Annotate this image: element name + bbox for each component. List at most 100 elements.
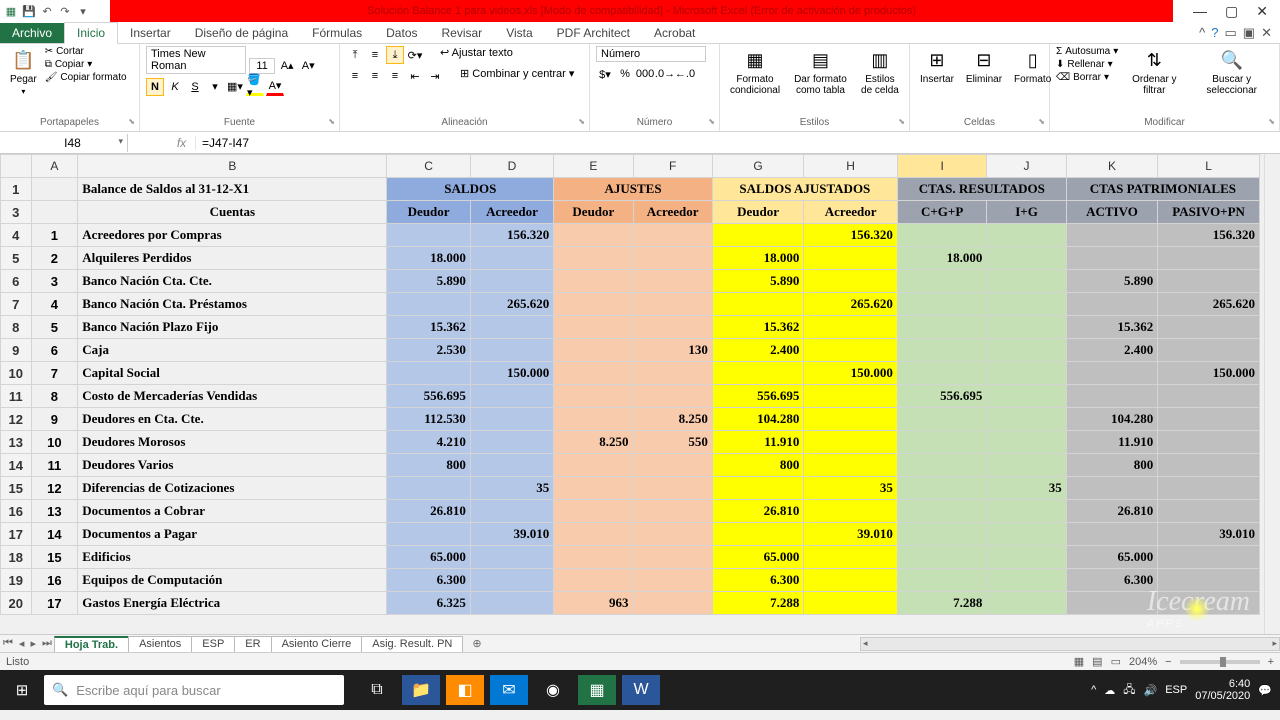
cell[interactable]: Documentos a Pagar	[78, 523, 387, 546]
cell[interactable]: 6.300	[712, 569, 804, 592]
row-header[interactable]: 8	[1, 316, 32, 339]
cell[interactable]	[633, 477, 712, 500]
sheet-tab[interactable]: ESP	[191, 636, 235, 652]
cell[interactable]: CTAS PATRIMONIALES	[1066, 178, 1259, 201]
italic-button[interactable]: K	[166, 78, 184, 96]
cell[interactable]	[987, 293, 1066, 316]
mail-icon[interactable]: ✉	[490, 675, 528, 705]
cell[interactable]: 11	[31, 454, 78, 477]
cell[interactable]	[897, 500, 986, 523]
row-header[interactable]: 3	[1, 201, 32, 224]
view-layout-icon[interactable]: ▤	[1092, 655, 1102, 668]
tray-lang[interactable]: ESP	[1165, 684, 1187, 696]
cell[interactable]	[633, 500, 712, 523]
tab-nav-next-icon[interactable]: ▸	[27, 637, 39, 650]
cell[interactable]: Deudores en Cta. Cte.	[78, 408, 387, 431]
tab-fórmulas[interactable]: Fórmulas	[300, 23, 374, 43]
align-center-icon[interactable]: ≡	[366, 67, 384, 85]
cell[interactable]: 8.250	[633, 408, 712, 431]
cell[interactable]	[804, 592, 898, 615]
cell[interactable]	[554, 293, 633, 316]
sheet-tab[interactable]: ER	[234, 636, 271, 652]
borders-icon[interactable]: ▦▾	[226, 78, 244, 96]
pegar-button[interactable]: 📋 Pegar ▾	[6, 46, 41, 98]
cell[interactable]	[1158, 270, 1260, 293]
app-orange-icon[interactable]: ◧	[446, 675, 484, 705]
cell[interactable]: 14	[31, 523, 78, 546]
cell[interactable]	[470, 339, 553, 362]
cell[interactable]	[987, 500, 1066, 523]
row-header[interactable]: 16	[1, 500, 32, 523]
tab-vista[interactable]: Vista	[494, 23, 544, 43]
underline-button[interactable]: S	[186, 78, 204, 96]
cell[interactable]	[987, 362, 1066, 385]
cell[interactable]	[897, 224, 986, 247]
cell[interactable]	[1158, 339, 1260, 362]
cell[interactable]: Diferencias de Cotizaciones	[78, 477, 387, 500]
insertar-button[interactable]: ⊞Insertar	[916, 46, 958, 87]
buscar-seleccionar-button[interactable]: 🔍Buscar y seleccionar	[1190, 46, 1273, 98]
thousands-icon[interactable]: 000	[636, 65, 654, 83]
name-box[interactable]: I48	[28, 134, 128, 152]
cell[interactable]: 3	[31, 270, 78, 293]
cell[interactable]: 5.890	[387, 270, 470, 293]
row-header[interactable]: 5	[1, 247, 32, 270]
row-header[interactable]: 9	[1, 339, 32, 362]
cell[interactable]	[897, 270, 986, 293]
cell[interactable]: Cuentas	[78, 201, 387, 224]
col-header[interactable]: E	[554, 155, 633, 178]
align-right-icon[interactable]: ≡	[386, 67, 404, 85]
cell[interactable]: 9	[31, 408, 78, 431]
cell[interactable]: 150.000	[1158, 362, 1260, 385]
redo-icon[interactable]: ↷	[58, 4, 72, 18]
ribbon-min2-icon[interactable]: ▭	[1225, 25, 1237, 41]
cell[interactable]: 15	[31, 546, 78, 569]
cell[interactable]	[804, 385, 898, 408]
cell[interactable]	[387, 224, 470, 247]
cell[interactable]	[1066, 523, 1158, 546]
cell[interactable]: Banco Nación Plazo Fijo	[78, 316, 387, 339]
cell[interactable]	[804, 316, 898, 339]
row-header[interactable]: 17	[1, 523, 32, 546]
cell[interactable]: 15.362	[712, 316, 804, 339]
cell[interactable]	[1158, 500, 1260, 523]
excel-taskbar-icon[interactable]: ▦	[578, 675, 616, 705]
cell[interactable]	[387, 293, 470, 316]
cell[interactable]: 17	[31, 592, 78, 615]
tab-insertar[interactable]: Insertar	[118, 23, 183, 43]
tray-vol-icon[interactable]: 🔊	[1144, 684, 1158, 697]
title-cell[interactable]: Balance de Saldos al 31-12-X1	[78, 178, 387, 201]
orientation-icon[interactable]: ⟳▾	[406, 46, 424, 64]
cell[interactable]	[1158, 247, 1260, 270]
cell[interactable]: 800	[1066, 454, 1158, 477]
cell[interactable]	[554, 224, 633, 247]
col-header[interactable]: G	[712, 155, 804, 178]
autosuma-button[interactable]: Σ Autosuma ▾	[1056, 46, 1118, 57]
maximize-icon[interactable]: ▢	[1225, 3, 1238, 20]
cell[interactable]	[987, 270, 1066, 293]
align-bot-icon[interactable]: ⤓	[386, 46, 404, 64]
row-header[interactable]: 12	[1, 408, 32, 431]
tab-diseño-de-página[interactable]: Diseño de página	[183, 23, 300, 43]
cell[interactable]: 35	[804, 477, 898, 500]
new-sheet-icon[interactable]: ⊕	[469, 637, 484, 650]
select-all-corner[interactable]	[1, 155, 32, 178]
row-header[interactable]: 7	[1, 293, 32, 316]
cell[interactable]: Banco Nación Cta. Préstamos	[78, 293, 387, 316]
shrink-font-icon[interactable]: A▾	[299, 57, 317, 75]
cell[interactable]: 2.400	[1066, 339, 1158, 362]
cell[interactable]: 12	[31, 477, 78, 500]
zoom-out-icon[interactable]: −	[1165, 656, 1171, 668]
notifications-icon[interactable]: 💬	[1258, 684, 1272, 697]
cell[interactable]	[633, 293, 712, 316]
cell[interactable]: AJUSTES	[554, 178, 713, 201]
cell[interactable]	[470, 592, 553, 615]
cell[interactable]	[804, 339, 898, 362]
tab-archivo[interactable]: Archivo	[0, 23, 64, 43]
cell[interactable]: 39.010	[804, 523, 898, 546]
col-header[interactable]: J	[987, 155, 1066, 178]
cell[interactable]	[804, 454, 898, 477]
cell[interactable]	[897, 362, 986, 385]
cell[interactable]	[1158, 477, 1260, 500]
tray-up-icon[interactable]: ^	[1091, 684, 1096, 696]
